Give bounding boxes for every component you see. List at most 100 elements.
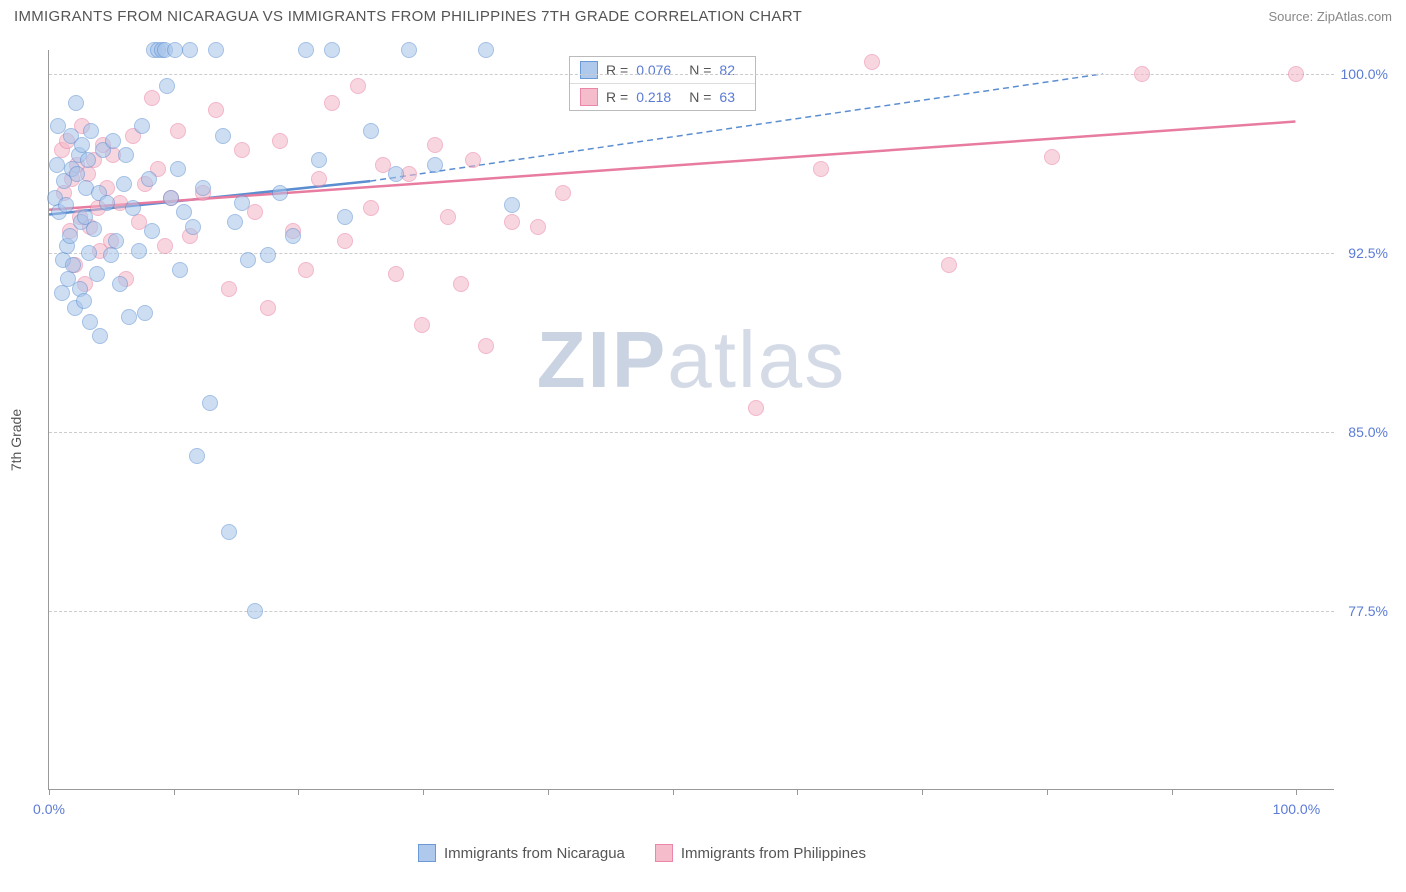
data-point-nicaragua [260,247,276,263]
x-tick [1047,789,1048,795]
data-point-nicaragua [324,42,340,58]
data-point-nicaragua [337,209,353,225]
y-axis-title: 7th Grade [8,409,24,471]
x-tick [174,789,175,795]
data-point-nicaragua [227,214,243,230]
data-point-nicaragua [105,133,121,149]
data-point-nicaragua [125,200,141,216]
data-point-philippines [157,238,173,254]
legend-row-philippines: R = 0.218 N = 63 [570,84,755,110]
r-label: R = [606,62,628,78]
y-tick-label: 100.0% [1338,66,1388,82]
data-point-philippines [504,214,520,230]
legend-label-philippines: Immigrants from Philippines [681,845,866,862]
data-point-nicaragua [112,276,128,292]
data-point-philippines [208,102,224,118]
r-label: R = [606,89,628,105]
data-point-nicaragua [311,152,327,168]
x-tick [922,789,923,795]
data-point-philippines [813,161,829,177]
data-point-nicaragua [167,42,183,58]
x-tick [1172,789,1173,795]
data-point-philippines [427,137,443,153]
y-tick-label: 92.5% [1338,245,1388,261]
y-tick-label: 85.0% [1338,424,1388,440]
legend-label-nicaragua: Immigrants from Nicaragua [444,845,625,862]
data-point-nicaragua [172,262,188,278]
data-point-philippines [221,281,237,297]
legend-item-nicaragua: Immigrants from Nicaragua [418,844,625,862]
data-point-philippines [337,233,353,249]
data-point-nicaragua [82,314,98,330]
x-tick [298,789,299,795]
data-point-philippines [311,171,327,187]
data-point-nicaragua [195,180,211,196]
n-value-nicaragua: 82 [719,62,735,78]
swatch-philippines [655,844,673,862]
data-point-nicaragua [62,228,78,244]
data-point-nicaragua [208,42,224,58]
data-point-philippines [941,257,957,273]
data-point-philippines [272,133,288,149]
data-point-nicaragua [141,171,157,187]
data-point-philippines [260,300,276,316]
data-point-nicaragua [234,195,250,211]
chart-title: IMMIGRANTS FROM NICARAGUA VS IMMIGRANTS … [14,8,802,25]
data-point-nicaragua [83,123,99,139]
x-tick-label: 0.0% [33,801,65,817]
data-point-philippines [414,317,430,333]
x-tick [797,789,798,795]
x-tick [548,789,549,795]
data-point-nicaragua [163,190,179,206]
data-point-philippines [324,95,340,111]
gridline [49,611,1334,612]
data-point-nicaragua [137,305,153,321]
swatch-nicaragua [418,844,436,862]
correlation-legend: R = 0.076 N = 82 R = 0.218 N = 63 [569,56,756,111]
data-point-nicaragua [76,293,92,309]
data-point-nicaragua [427,157,443,173]
swatch-nicaragua [580,61,598,79]
data-point-nicaragua [285,228,301,244]
data-point-nicaragua [240,252,256,268]
data-point-philippines [440,209,456,225]
legend-item-philippines: Immigrants from Philippines [655,844,866,862]
data-point-nicaragua [80,152,96,168]
data-point-philippines [298,262,314,278]
data-point-philippines [478,338,494,354]
data-point-nicaragua [478,42,494,58]
x-tick [423,789,424,795]
x-tick-label: 100.0% [1273,801,1320,817]
data-point-nicaragua [81,245,97,261]
source-attribution: Source: ZipAtlas.com [1268,9,1392,24]
data-point-philippines [1044,149,1060,165]
data-point-philippines [363,200,379,216]
data-point-nicaragua [247,603,263,619]
data-point-philippines [170,123,186,139]
legend-row-nicaragua: R = 0.076 N = 82 [570,57,755,84]
data-point-nicaragua [272,185,288,201]
n-label: N = [689,62,711,78]
data-point-nicaragua [504,197,520,213]
data-point-nicaragua [99,195,115,211]
data-point-nicaragua [176,204,192,220]
n-value-philippines: 63 [719,89,735,105]
data-point-nicaragua [221,524,237,540]
data-point-nicaragua [298,42,314,58]
data-point-nicaragua [189,448,205,464]
data-point-nicaragua [69,166,85,182]
data-point-nicaragua [134,118,150,134]
data-point-philippines [350,78,366,94]
r-value-philippines: 0.218 [636,89,671,105]
data-point-nicaragua [58,197,74,213]
data-point-philippines [234,142,250,158]
data-point-nicaragua [185,219,201,235]
watermark: ZIPatlas [537,314,846,406]
x-tick [1296,789,1297,795]
data-point-philippines [530,219,546,235]
data-point-philippines [453,276,469,292]
data-point-nicaragua [182,42,198,58]
data-point-nicaragua [202,395,218,411]
data-point-nicaragua [159,78,175,94]
r-value-nicaragua: 0.076 [636,62,671,78]
